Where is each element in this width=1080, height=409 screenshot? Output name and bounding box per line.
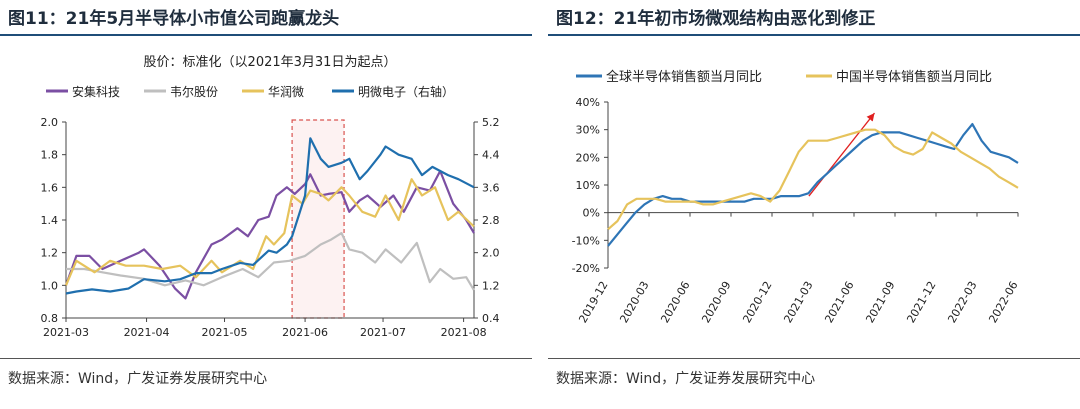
x-tick-label: 2021-03 (781, 279, 815, 325)
y-tick-label: 1.2 (41, 247, 59, 260)
y-tick-label-right: 0.4 (482, 312, 500, 325)
y-tick-label: 0.8 (41, 312, 59, 325)
y-tick-label: 1.6 (41, 181, 59, 194)
highlight-box (291, 119, 345, 319)
source-note: 数据来源：Wind，广发证券发展研究中心 (8, 371, 268, 387)
x-tick-label: 2021-05 (202, 326, 248, 339)
y-tick-label: 0% (583, 207, 600, 220)
series-line (64, 169, 475, 300)
y-tick-label: 40% (576, 96, 600, 109)
x-tick-label: 2021-08 (441, 326, 487, 339)
source-divider (0, 358, 532, 359)
legend-label: 明微电子（右轴） (358, 84, 454, 99)
series-line (64, 178, 475, 286)
figure-title: 图11：21年5月半导体小市值公司跑赢龙头 (8, 9, 340, 29)
legend-label: 韦尔股份 (170, 84, 218, 99)
y-tick-label: -10% (572, 234, 600, 247)
left-figure: 图11：21年5月半导体小市值公司跑赢龙头 股价：标准化（以2021年3月31日… (0, 0, 532, 409)
x-tick-label: 2021-12 (904, 279, 938, 325)
y-tick-label-right: 2.0 (482, 247, 500, 260)
x-tick-label: 2022-06 (986, 279, 1020, 325)
legend-label: 安集科技 (72, 84, 120, 99)
figure-title: 图12：21年初市场微观结构由恶化到修正 (556, 9, 876, 29)
y-tick-label: 2.0 (41, 116, 59, 129)
y-tick-label: 1.4 (41, 214, 59, 227)
chart-subtitle: 股价：标准化（以2021年3月31日为起点） (144, 55, 397, 70)
y-tick-label: 1.0 (41, 279, 59, 292)
y-tick-label-right: 3.6 (482, 181, 500, 194)
right-figure: 图12：21年初市场微观结构由恶化到修正 全球半导体销售额当月同比 中国半导体销售… (548, 0, 1080, 409)
source-note: 数据来源：Wind，广发证券发展研究中心 (556, 371, 816, 387)
x-tick-label: 2021-06 (282, 326, 328, 339)
x-tick-label: 2020-12 (740, 279, 774, 325)
y-tick-label: 10% (576, 179, 600, 192)
y-tick-label-right: 5.2 (482, 116, 500, 129)
y-tick-label: 30% (576, 124, 600, 137)
legend-label: 全球半导体销售额当月同比 (606, 69, 762, 85)
x-tick-label: 2021-03 (43, 326, 89, 339)
title-divider (0, 34, 532, 36)
y-tick-label: 20% (576, 151, 600, 164)
title-divider (548, 34, 1080, 36)
series-line (607, 128, 1019, 231)
x-tick-label: 2020-09 (699, 279, 733, 325)
series-line (66, 232, 475, 291)
series-line (65, 137, 475, 295)
series-line (607, 122, 1019, 247)
legend-label: 中国半导体销售额当月同比 (836, 69, 992, 85)
x-tick-label: 2019-12 (576, 279, 610, 325)
x-tick-label: 2021-09 (863, 279, 897, 325)
y-tick-label-right: 1.2 (482, 279, 500, 292)
x-tick-label: 2020-03 (617, 279, 651, 325)
y-tick-label-right: 4.4 (482, 149, 500, 162)
trend-arrow (808, 112, 876, 197)
x-tick-label: 2021-04 (124, 326, 170, 339)
source-divider (548, 358, 1080, 359)
x-tick-label: 2021-06 (822, 279, 856, 325)
y-tick-label: -20% (572, 262, 600, 275)
legend-label: 华润微 (268, 85, 304, 99)
chart-left: 股价：标准化（以2021年3月31日为起点） 安集科技 韦尔股份 华润微 明微电子（右轴… (41, 55, 500, 339)
x-tick-label: 2020-06 (658, 279, 692, 325)
y-tick-label: 1.8 (41, 149, 59, 162)
y-tick-label-right: 2.8 (482, 214, 500, 227)
x-tick-label: 2021-07 (360, 326, 406, 339)
x-tick-label: 2022-03 (945, 279, 979, 325)
chart-right: 全球半导体销售额当月同比 中国半导体销售额当月同比 40% 30% 20% 10% 0% -1… (572, 69, 1021, 325)
